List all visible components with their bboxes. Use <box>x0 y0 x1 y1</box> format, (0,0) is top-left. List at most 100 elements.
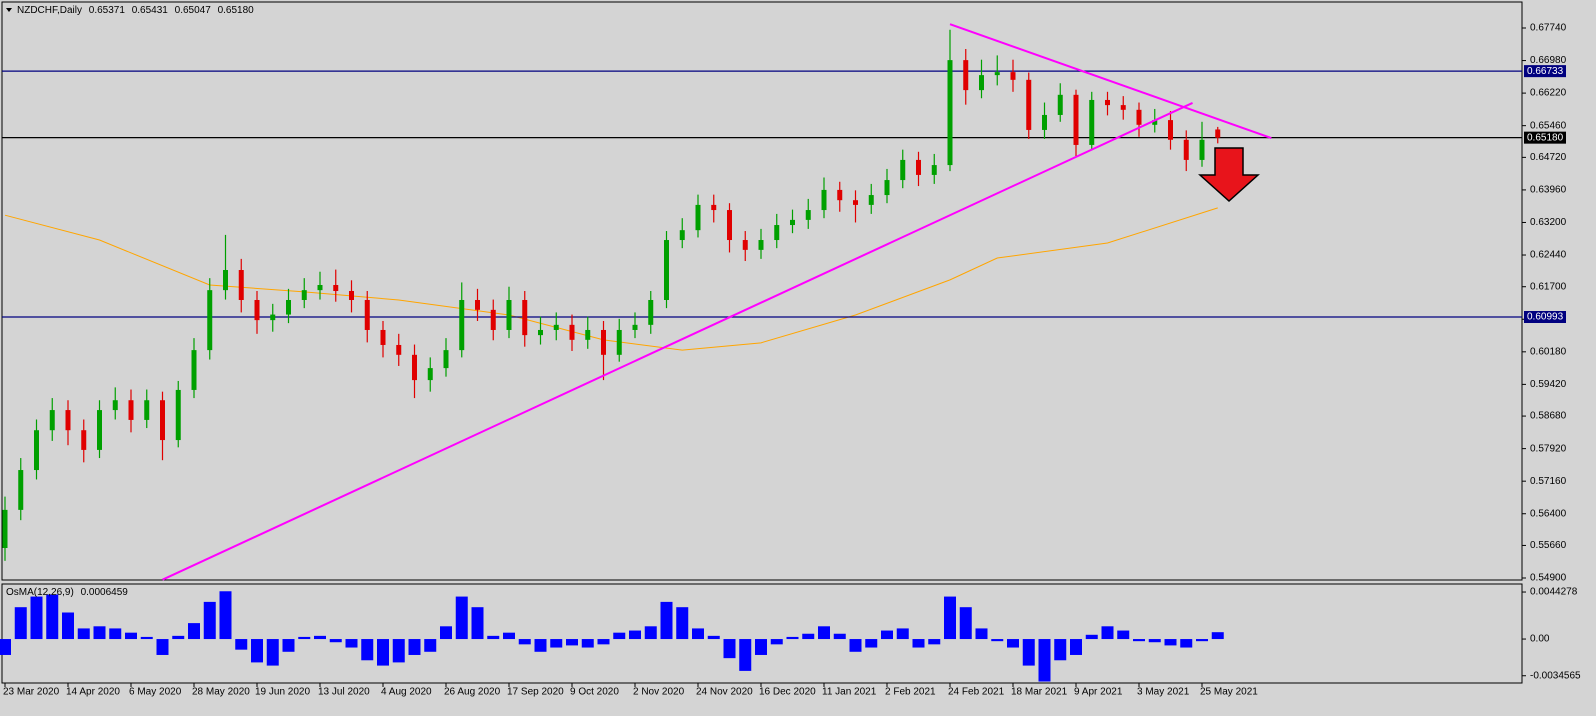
indicator-bar <box>188 623 200 640</box>
y-tick-label: 0.61700 <box>1530 281 1567 292</box>
candle-body <box>364 299 370 330</box>
x-tick-label: 16 Dec 2020 <box>759 687 816 698</box>
x-tick-label: 18 Mar 2021 <box>1011 687 1068 698</box>
candle-body <box>254 299 260 321</box>
candle-body <box>81 430 87 450</box>
indicator-bar <box>896 628 909 640</box>
arrow-shape <box>1198 147 1260 203</box>
indicator-bar <box>455 596 468 640</box>
indicator-bar <box>991 639 1004 642</box>
candle-body <box>553 324 559 330</box>
indicator-bar <box>786 636 799 640</box>
indicator-bar <box>14 607 27 640</box>
candle-body <box>396 344 402 355</box>
indicator-bar <box>802 633 815 640</box>
y-tick-label: 0.66220 <box>1530 88 1567 99</box>
candle-body <box>490 309 496 330</box>
candle-body <box>900 159 906 181</box>
candle-body <box>727 210 732 241</box>
indicator-bar <box>93 626 106 640</box>
candle-body <box>664 240 669 300</box>
level-label: 0.60993 <box>1527 312 1564 323</box>
header-low: 0.65047 <box>175 5 212 16</box>
x-tick-label: 17 Sep 2020 <box>507 687 564 698</box>
x-tick-label: 24 Feb 2021 <box>948 687 1005 698</box>
y-tick-label: 0.58680 <box>1530 411 1567 422</box>
indicator-bar <box>471 607 484 640</box>
y-tick-label: 0.60180 <box>1530 346 1567 357</box>
indicator-bar <box>739 639 752 671</box>
y-tick-label: 0.63200 <box>1530 217 1567 228</box>
indicator-bar <box>660 601 673 640</box>
indicator-bar <box>818 626 830 640</box>
y-tick-label: 0.57160 <box>1530 476 1567 487</box>
candle-body <box>979 75 984 91</box>
x-tick-label: 25 May 2021 <box>1200 687 1258 698</box>
candle-body <box>301 290 307 300</box>
y-tick-label: 0.62440 <box>1530 250 1567 261</box>
indicator-bar <box>707 635 720 640</box>
candle-body <box>916 159 921 175</box>
candle-body <box>380 329 386 345</box>
candle-body <box>821 189 827 211</box>
x-tick-label: 2 Nov 2020 <box>633 687 685 698</box>
x-tick-label: 23 Mar 2020 <box>3 687 60 698</box>
y-tick-label: 0.67740 <box>1530 23 1567 34</box>
candle-body <box>1183 139 1189 160</box>
indicator-bar <box>30 596 43 640</box>
candle-body <box>790 219 795 226</box>
x-tick-label: 13 Jul 2020 <box>318 687 370 698</box>
indicator-bar <box>503 632 515 640</box>
candle-body <box>18 470 24 510</box>
candle-body <box>1152 120 1158 125</box>
indicator-bar <box>125 632 137 640</box>
candle-body <box>616 329 622 355</box>
indicator-bar <box>959 607 972 640</box>
indicator-bar <box>912 639 925 648</box>
indicator-bar <box>1117 630 1130 640</box>
candle-body <box>538 329 543 336</box>
indicator-y-tick-label: 0.00 <box>1530 634 1550 645</box>
indicator-bar <box>597 639 610 645</box>
indicator-bar <box>140 636 153 640</box>
indicator-bar <box>629 630 641 640</box>
indicator-bar <box>266 639 279 666</box>
level-label-box <box>1524 65 1566 78</box>
x-tick-label: 9 Oct 2020 <box>570 687 619 698</box>
candle-body <box>837 189 843 201</box>
indicator-bar <box>613 632 626 640</box>
candle-body <box>207 290 213 351</box>
candle-body <box>34 430 39 471</box>
x-tick-label: 26 Aug 2020 <box>444 687 501 698</box>
x-tick-label: 14 Apr 2020 <box>66 687 120 698</box>
x-tick-label: 4 Aug 2020 <box>381 687 432 698</box>
indicator-bar <box>833 633 846 640</box>
candle-body <box>1168 120 1173 140</box>
indicator-bar <box>235 639 248 650</box>
indicator-bar <box>203 601 216 640</box>
candle-body <box>144 400 150 420</box>
candle-body <box>1120 105 1126 110</box>
chart-header: NZDCHF,Daily 0.65371 0.65431 0.65047 0.6… <box>17 5 254 16</box>
candle-body <box>128 400 134 420</box>
level-label-box <box>1524 311 1566 324</box>
candle-body <box>333 285 339 291</box>
candle-body <box>112 400 118 411</box>
indicator-bar <box>1133 639 1145 642</box>
candle-body <box>931 165 937 175</box>
candle-body <box>506 299 512 330</box>
y-tick-label: 0.56400 <box>1530 508 1567 519</box>
candle-body <box>853 200 858 205</box>
indicator-bar <box>865 639 878 648</box>
candle-body <box>191 350 197 390</box>
y-tick-label: 0.55660 <box>1530 540 1567 551</box>
x-tick-label: 28 May 2020 <box>192 687 250 698</box>
y-tick-label: 0.64720 <box>1530 152 1567 163</box>
candle-body <box>49 410 55 431</box>
indicator-bar <box>881 630 893 640</box>
candle-body <box>648 299 654 325</box>
indicator-bar <box>377 639 389 666</box>
candle-body <box>884 180 890 196</box>
indicator-bar <box>534 639 547 652</box>
